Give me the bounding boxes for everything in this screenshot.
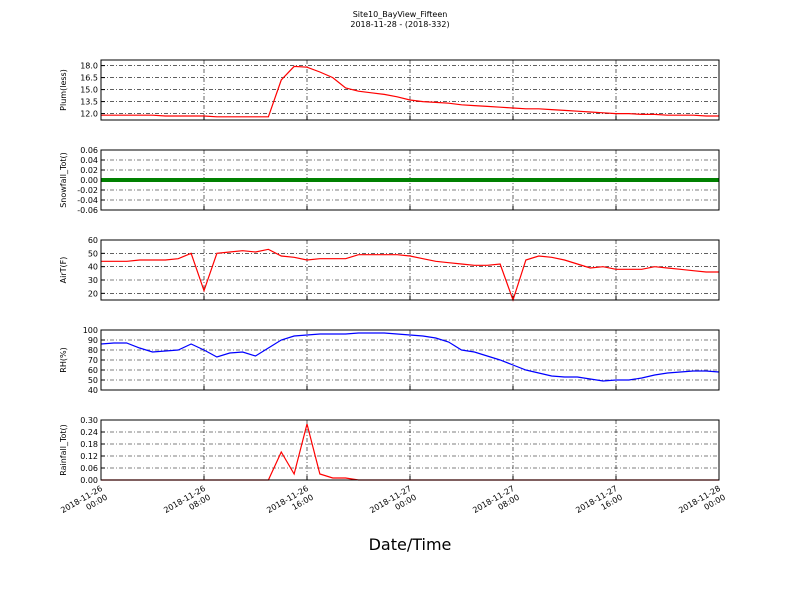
y-tick-label: 0.18 [80, 440, 98, 449]
y-tick-label: 0.02 [80, 166, 98, 175]
y-axis-label: Rainfall_Tot() [59, 424, 68, 476]
plot-frame [100, 59, 720, 121]
y-tick-label: 12.0 [80, 110, 98, 119]
y-axis-label: Snowfall_Tot() [59, 152, 68, 208]
y-tick-label: 50 [88, 376, 98, 385]
plot-frame [100, 149, 720, 211]
plot-frame [100, 329, 720, 391]
y-tick-label: 0.04 [80, 156, 98, 165]
x-axis-label: Date/Time [369, 535, 452, 554]
data-line [101, 65, 719, 118]
y-tick-label: 0.06 [80, 146, 98, 155]
y-tick-label: 0.00 [80, 476, 98, 485]
y-tick-label: 0.24 [80, 428, 98, 437]
data-line [101, 248, 719, 302]
y-tick-label: 60 [88, 366, 98, 375]
plot-frame [100, 419, 720, 481]
y-axis-label: AirT(F) [59, 257, 68, 284]
y-tick-label: 0.06 [80, 464, 98, 473]
y-axis-label: Plum(less) [59, 69, 68, 111]
y-tick-label: 0.30 [80, 416, 98, 425]
y-tick-label: 30 [88, 276, 98, 285]
y-tick-label: 70 [88, 356, 98, 365]
y-tick-label: 50 [88, 249, 98, 258]
y-axis-label: RH(%) [59, 347, 68, 372]
y-tick-label: -0.04 [77, 196, 98, 205]
y-tick-label: 90 [88, 336, 98, 345]
y-tick-label: 16.5 [80, 74, 98, 83]
y-tick-label: 0.12 [80, 452, 98, 461]
y-tick-label: 15.0 [80, 86, 98, 95]
y-tick-label: 20 [88, 289, 98, 298]
subtitle: 2018-11-28 - (2018-332) [350, 20, 449, 29]
y-tick-label: 40 [88, 263, 98, 272]
y-tick-label: 60 [88, 236, 98, 245]
plot-frame [100, 239, 720, 301]
y-tick-label: -0.02 [77, 186, 98, 195]
data-line [100, 332, 720, 382]
y-tick-label: 100 [83, 326, 98, 335]
y-tick-label: 18.0 [80, 62, 98, 71]
y-tick-label: 13.5 [80, 98, 98, 107]
title: Site10_BayView_Fifteen [353, 10, 448, 19]
y-tick-label: 80 [88, 346, 98, 355]
y-tick-label: -0.06 [77, 206, 98, 215]
y-tick-label: 40 [88, 386, 98, 395]
y-tick-label: 0.00 [80, 176, 98, 185]
